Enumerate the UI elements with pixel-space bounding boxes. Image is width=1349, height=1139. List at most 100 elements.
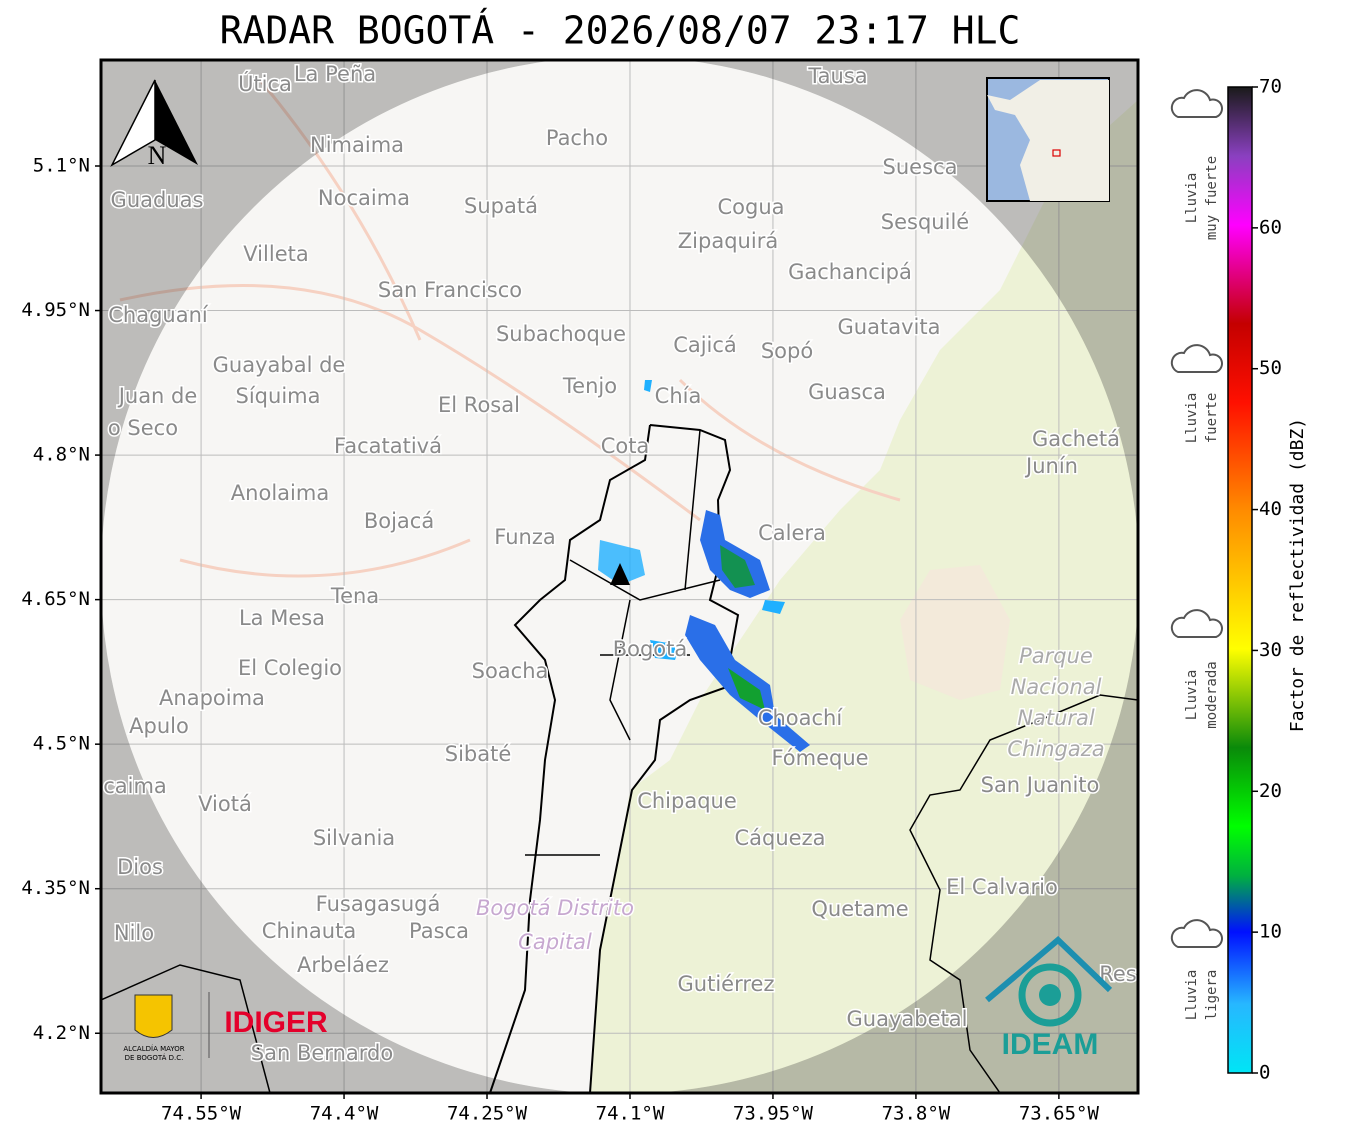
place-label: Juan de xyxy=(117,384,198,408)
place-label: Síquima xyxy=(236,384,321,408)
place-label: Viotá xyxy=(198,792,252,816)
place-label: Silvania xyxy=(313,826,395,850)
place-label: o Seco xyxy=(108,416,178,440)
place-label: Guaduas xyxy=(111,188,204,212)
place-label: Anapoima xyxy=(159,686,265,710)
place-label: Bojacá xyxy=(364,509,434,533)
colorbar xyxy=(1227,86,1253,1074)
rain-class-label: Lluvia xyxy=(1184,670,1200,721)
place-label: Facatativá xyxy=(334,434,442,458)
place-label: Chaguaní xyxy=(108,303,209,327)
place-label: Chipaque xyxy=(637,789,737,813)
place-label: Tena xyxy=(330,584,379,608)
title: RADAR BOGOTÁ - 2026/08/07 23:17 HLC xyxy=(220,9,1021,53)
colorbar-tick-label: 10 xyxy=(1259,921,1282,943)
map-area: Útica La Peña Tausa Pacho Nimaima Guaduas Noca… xyxy=(101,60,1138,1093)
rain-class-label: moderada xyxy=(1204,661,1220,728)
colorbar-tick-label: 50 xyxy=(1259,357,1282,379)
place-label: Zipaquirá xyxy=(678,229,778,253)
roads xyxy=(119,79,901,578)
place-label: Guayabal de xyxy=(213,353,346,377)
weather-icon xyxy=(1170,919,1223,948)
place-label: Pasca xyxy=(409,919,469,943)
y-tick-label: 4.95°N xyxy=(21,299,90,321)
place-label: Arbeláez xyxy=(297,953,389,977)
place-label: Apulo xyxy=(129,714,189,738)
ideam-logo: IDEAM xyxy=(1002,1028,1099,1061)
place-label: Fusagasugá xyxy=(316,892,441,916)
colorbar-tick-label: 30 xyxy=(1259,639,1282,661)
place-label: Gachetá xyxy=(1032,427,1120,451)
terrain-region xyxy=(590,100,1138,1093)
place-label: Fómeque xyxy=(771,746,868,770)
place-label: El Rosal xyxy=(438,393,520,417)
y-tick-label: 4.2°N xyxy=(33,1022,90,1044)
place-label: Chingaza xyxy=(1007,737,1104,761)
rain-class-label: ligera xyxy=(1204,970,1220,1021)
place-label: Funza xyxy=(494,525,555,549)
place-label: Tenjo xyxy=(562,374,617,398)
place-label: Guayabetal xyxy=(847,1007,968,1031)
x-tick-label: 74.1°W xyxy=(596,1103,665,1125)
place-labels: Útica La Peña Tausa Pacho Nimaima Guaduas Noca… xyxy=(102,61,1138,1067)
place-label: Guatavita xyxy=(838,315,941,339)
place-label: Chía xyxy=(655,384,702,408)
map-frame xyxy=(99,58,1140,1095)
y-tick-label: 4.8°N xyxy=(33,444,90,466)
colorbar-tick-label: 40 xyxy=(1259,498,1282,520)
place-label: Nilo xyxy=(114,921,154,945)
x-tick-label: 74.4°W xyxy=(310,1103,379,1125)
place-label: San Bernardo xyxy=(251,1041,393,1065)
place-label: Chinauta xyxy=(262,919,356,943)
place-label: Bogotá Distrito xyxy=(476,896,634,920)
place-label: Junín xyxy=(1024,454,1078,478)
alcaldia-line-2: DE BOGOTÁ D.C. xyxy=(125,1053,184,1062)
place-label: Villeta xyxy=(243,242,308,266)
y-tick-label: 5.1°N xyxy=(33,154,90,176)
rain-class-label: Lluvia xyxy=(1184,970,1200,1021)
colorbar-tick-label: 0 xyxy=(1259,1062,1270,1084)
weather-icon xyxy=(1170,344,1223,373)
x-tick-label: 73.95°W xyxy=(733,1103,814,1125)
colorbar-axis: 0 10 20 30 40 50 60 70 xyxy=(1252,76,1282,1084)
place-label: El Calvario xyxy=(946,875,1058,899)
place-label: Útica xyxy=(238,71,292,96)
place-label: Cáqueza xyxy=(735,826,826,850)
place-label: Choachí xyxy=(758,706,844,730)
colorbar-tick-label: 60 xyxy=(1259,216,1282,238)
place-label: San Francisco xyxy=(378,278,522,302)
place-label: Cogua xyxy=(717,195,784,219)
north-label: N xyxy=(148,141,167,170)
radar-site xyxy=(610,563,630,585)
place-label: La Mesa xyxy=(239,606,325,630)
x-tick-label: 73.8°W xyxy=(882,1103,951,1125)
place-label: Cota xyxy=(601,434,650,458)
rain-class-label: Lluvia xyxy=(1184,173,1200,224)
place-label: Dios xyxy=(117,855,163,879)
rain-class: Lluvia moderada xyxy=(1170,609,1223,729)
x-tick-label: 73.65°W xyxy=(1019,1103,1100,1125)
place-label: Capital xyxy=(518,930,592,954)
place-label: Tausa xyxy=(807,64,867,88)
alcaldia-line-1: ALCALDÍA MAYOR xyxy=(123,1044,184,1053)
rain-class: Lluvia ligera xyxy=(1170,919,1223,1021)
place-label: Calera xyxy=(758,521,826,545)
place-label: Nocaima xyxy=(318,186,410,210)
rain-class: Lluvia muy fuerte xyxy=(1170,89,1223,240)
place-label: Quetame xyxy=(811,897,908,921)
admin-lines xyxy=(101,429,1138,1093)
place-label: caima xyxy=(103,774,167,798)
place-label: Supatá xyxy=(464,194,538,218)
place-label: Subachoque xyxy=(496,322,626,346)
place-label: Sibaté xyxy=(445,742,512,766)
place-label: Gachancipá xyxy=(788,260,912,284)
colorbar-tick-label: 20 xyxy=(1259,780,1282,802)
place-label: Pacho xyxy=(546,126,608,150)
place-label: El Colegio xyxy=(238,656,342,680)
place-label: Cajicá xyxy=(673,333,737,357)
place-label: Guasca xyxy=(808,380,886,404)
x-tick-label: 74.55°W xyxy=(161,1103,242,1125)
map-axes: 74.55°W 74.4°W 74.25°W 74.1°W 73.95°W 73.8°W 7… xyxy=(21,154,1099,1124)
